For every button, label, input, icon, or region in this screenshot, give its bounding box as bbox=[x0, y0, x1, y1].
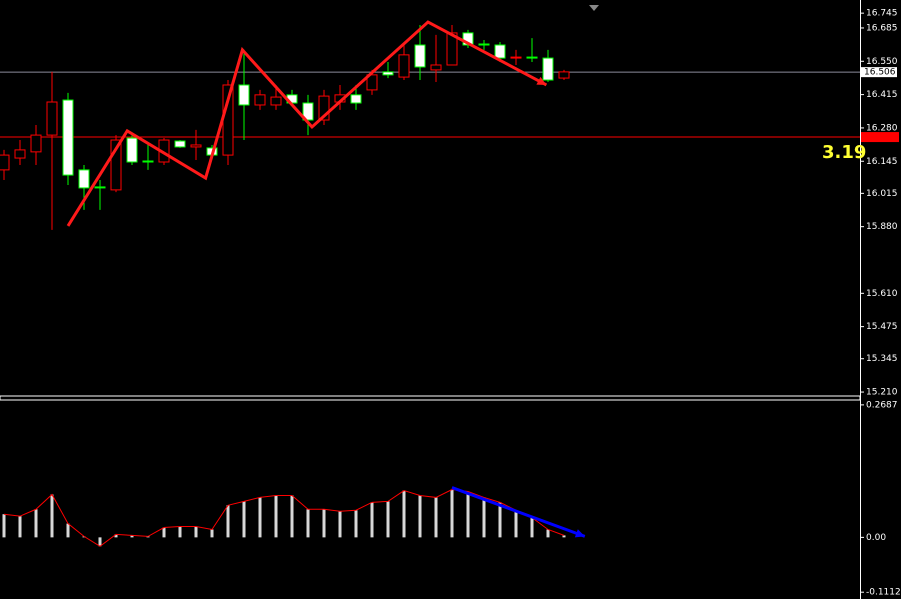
candle-body bbox=[366, 74, 378, 91]
candle-body bbox=[190, 144, 202, 148]
histogram-bar bbox=[50, 494, 54, 538]
candle-body bbox=[46, 101, 58, 136]
candle-body bbox=[382, 71, 394, 76]
candle-body bbox=[254, 94, 266, 106]
y-tick-label: 15.475 bbox=[866, 322, 898, 332]
last-price-label: 16.506 bbox=[864, 68, 896, 78]
candle-body bbox=[510, 56, 522, 59]
y-tick-label: -0.1112 bbox=[866, 588, 901, 598]
histogram-bar bbox=[130, 535, 134, 538]
histogram-bar bbox=[114, 534, 118, 538]
histogram-bar bbox=[546, 529, 550, 538]
y-tick-label: 16.685 bbox=[866, 23, 898, 33]
histogram-bar bbox=[402, 490, 406, 538]
histogram-bar bbox=[514, 510, 518, 538]
y-tick-label: 16.015 bbox=[866, 189, 898, 199]
candle-body bbox=[430, 64, 442, 71]
histogram-bar bbox=[530, 517, 534, 538]
histogram-bar bbox=[322, 509, 326, 538]
y-tick-label: 15.345 bbox=[866, 354, 898, 364]
histogram-bar bbox=[386, 501, 390, 538]
signal-line bbox=[3, 489, 565, 547]
histogram-bar bbox=[242, 501, 246, 538]
candle-body bbox=[270, 96, 282, 106]
histogram-bar bbox=[434, 497, 438, 538]
y-tick-label: 15.880 bbox=[866, 222, 898, 232]
candle-body bbox=[318, 95, 330, 121]
histogram-bar bbox=[2, 514, 6, 538]
candle-body bbox=[398, 54, 410, 78]
histogram-bar bbox=[370, 502, 374, 538]
y-tick-label: 16.145 bbox=[866, 157, 898, 167]
candle-body bbox=[446, 32, 458, 66]
histogram-bar bbox=[466, 491, 470, 538]
candle-body bbox=[62, 99, 74, 176]
candle-body bbox=[94, 186, 106, 189]
histogram-bar bbox=[354, 510, 358, 538]
y-tick-label: 16.745 bbox=[866, 9, 898, 19]
candle-body bbox=[526, 56, 538, 59]
histogram-bar bbox=[66, 523, 70, 538]
histogram-bar bbox=[162, 527, 166, 538]
candle-body bbox=[238, 84, 250, 106]
histogram-bar bbox=[290, 495, 294, 538]
panel-separator bbox=[0, 395, 861, 401]
annotation: 3.19 bbox=[822, 142, 866, 163]
histogram-bar bbox=[562, 535, 566, 538]
candle-body bbox=[110, 139, 122, 191]
y-tick-label: 15.610 bbox=[866, 289, 898, 299]
candle-body bbox=[30, 134, 42, 153]
trend-arrows bbox=[451, 486, 586, 538]
candle-body bbox=[558, 71, 570, 79]
histogram-bar bbox=[306, 509, 310, 538]
y-tick-label: 16.550 bbox=[866, 57, 898, 67]
last-price-box bbox=[861, 67, 897, 78]
histogram-bar bbox=[210, 529, 214, 538]
candle-body bbox=[78, 169, 90, 189]
level-tag bbox=[861, 132, 899, 143]
candle-body bbox=[542, 57, 554, 81]
candle-body bbox=[0, 154, 10, 171]
y-tick-label: 15.210 bbox=[866, 388, 898, 398]
histogram-bar bbox=[258, 497, 262, 538]
histogram-bar bbox=[482, 497, 486, 538]
histogram-bar bbox=[498, 502, 502, 538]
candle-body bbox=[14, 149, 26, 159]
candle-body bbox=[126, 137, 138, 163]
candle-body bbox=[142, 160, 154, 163]
candle-body bbox=[414, 44, 426, 68]
y-tick-label: 16.280 bbox=[866, 123, 898, 133]
y-tick-label: 0.00 bbox=[866, 533, 886, 543]
histogram-bar bbox=[450, 489, 454, 538]
y-tick-label: 0.2687 bbox=[866, 400, 898, 410]
arrow-head bbox=[574, 529, 585, 538]
histogram-bar bbox=[34, 509, 38, 538]
histogram-bar bbox=[338, 511, 342, 538]
trend-arrows bbox=[66, 20, 548, 227]
candle-body bbox=[478, 43, 490, 46]
histogram-bar bbox=[98, 537, 102, 547]
histogram-bar bbox=[418, 495, 422, 538]
candle-body bbox=[350, 94, 362, 104]
y-tick-label: 16.415 bbox=[866, 90, 898, 100]
histogram-bar bbox=[178, 526, 182, 538]
candle-body bbox=[494, 44, 506, 59]
shift-marker bbox=[589, 5, 599, 11]
candle-body bbox=[174, 140, 186, 148]
candle-body bbox=[302, 102, 314, 121]
histogram-bar bbox=[274, 495, 278, 538]
histogram-bar bbox=[226, 505, 230, 538]
histogram-bar bbox=[18, 516, 22, 538]
arrow-head bbox=[536, 76, 547, 85]
histogram-bar bbox=[194, 526, 198, 538]
